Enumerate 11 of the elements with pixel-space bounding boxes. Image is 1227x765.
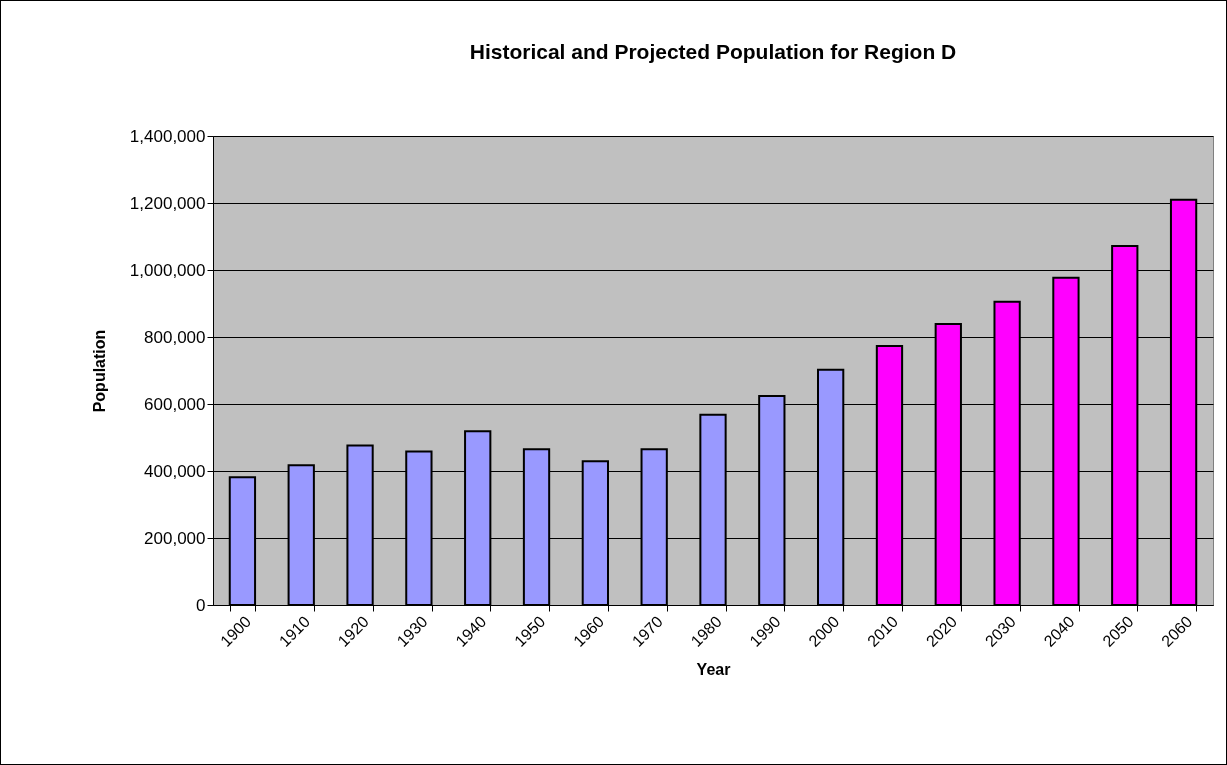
y-tick-label: 0 xyxy=(196,595,206,615)
y-axis-title: Population xyxy=(90,329,108,413)
y-tick-label: 400,000 xyxy=(144,461,206,481)
y-tick-label: 200,000 xyxy=(144,528,206,548)
y-tick-label: 1,000,000 xyxy=(129,260,206,280)
y-tick-label: 1,400,000 xyxy=(129,126,206,146)
y-tick-label: 800,000 xyxy=(144,327,206,347)
y-tick-label: 1,200,000 xyxy=(129,193,206,213)
chart-title: Historical and Projected Population for Region D xyxy=(469,40,957,63)
x-axis-title: Year xyxy=(696,660,731,678)
y-tick-label: 600,000 xyxy=(144,394,206,414)
